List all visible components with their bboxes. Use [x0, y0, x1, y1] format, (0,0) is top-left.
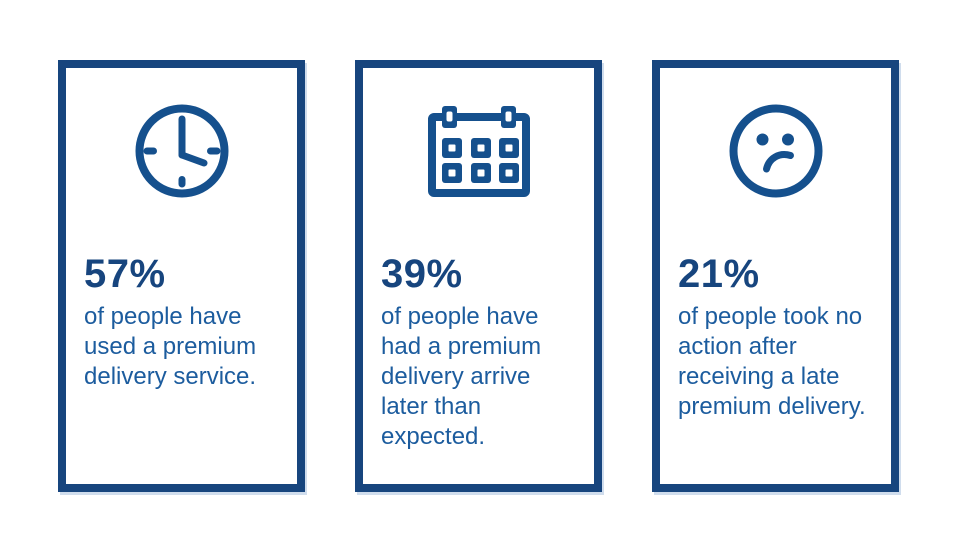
clock-icon [135, 104, 228, 198]
icon-box [660, 101, 891, 201]
stat-value: 39% [381, 252, 463, 296]
stat-description: of people have had a premium delivery ar… [381, 303, 542, 450]
stat-value: 21% [678, 252, 760, 296]
card-text-block: 57% of people have used a premium delive… [66, 253, 297, 392]
stat-card-late-arrival: 39% of people have had a premium deliver… [355, 60, 602, 492]
sad-face-icon [729, 104, 822, 198]
stat-description: of people took no action after receiving… [678, 303, 866, 420]
card-text-block: 39% of people have had a premium deliver… [363, 253, 594, 452]
calendar-icon [427, 106, 530, 197]
stat-card-premium-usage: 57% of people have used a premium delive… [58, 60, 305, 492]
card-text-block: 21% of people took no action after recei… [660, 253, 891, 422]
stat-description: of people have used a premium delivery s… [84, 303, 257, 390]
icon-box [363, 101, 594, 201]
icon-box [66, 101, 297, 201]
stat-value: 57% [84, 252, 166, 296]
stat-card-no-action: 21% of people took no action after recei… [652, 60, 899, 492]
